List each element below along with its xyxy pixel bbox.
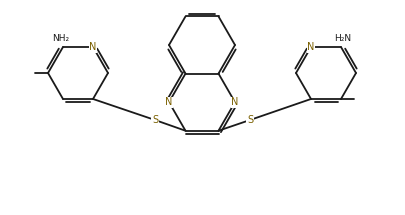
Text: N: N — [231, 97, 239, 107]
Text: S: S — [152, 115, 158, 125]
Text: H₂N: H₂N — [335, 34, 352, 43]
Text: N: N — [90, 42, 97, 52]
Text: N: N — [165, 97, 173, 107]
Text: N: N — [307, 42, 315, 52]
Text: NH₂: NH₂ — [52, 34, 70, 43]
Text: S: S — [247, 115, 253, 125]
